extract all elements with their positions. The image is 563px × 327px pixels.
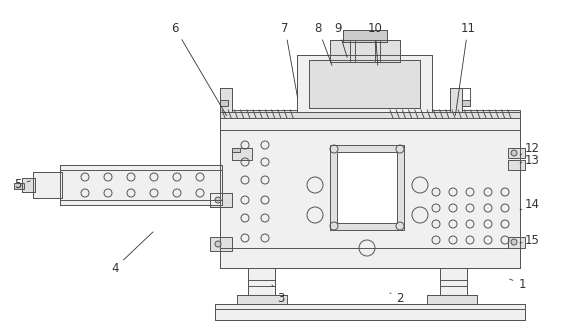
Bar [220, 88, 232, 112]
Bar [220, 110, 520, 118]
Bar [297, 55, 432, 112]
Bar [337, 152, 397, 223]
Bar [60, 165, 222, 205]
Text: 1: 1 [510, 278, 526, 290]
Bar [220, 100, 228, 106]
Bar [210, 237, 232, 251]
Circle shape [511, 239, 517, 245]
Text: 13: 13 [520, 153, 539, 166]
Bar [343, 30, 387, 42]
Bar [215, 304, 525, 320]
Circle shape [215, 197, 221, 203]
Text: 5: 5 [14, 179, 30, 192]
Bar [450, 88, 462, 112]
Bar [248, 268, 275, 295]
Bar [232, 148, 252, 160]
Text: 11: 11 [455, 22, 476, 115]
Bar [220, 112, 520, 268]
Text: 15: 15 [520, 233, 539, 247]
Bar [330, 145, 404, 230]
Text: 7: 7 [282, 22, 297, 97]
Circle shape [215, 241, 221, 247]
Bar [508, 237, 525, 248]
Bar [232, 148, 240, 152]
Bar [22, 178, 35, 192]
Text: 10: 10 [368, 22, 382, 65]
Bar [462, 100, 470, 106]
Bar [508, 160, 525, 170]
Bar [14, 183, 24, 189]
Bar [33, 172, 62, 198]
Bar [330, 40, 400, 62]
Text: 2: 2 [390, 291, 404, 304]
Text: 9: 9 [334, 22, 347, 57]
Bar [210, 193, 232, 207]
Bar [427, 295, 477, 304]
Bar [440, 268, 467, 295]
Bar [309, 60, 420, 108]
Text: 14: 14 [520, 198, 539, 212]
Bar [508, 148, 525, 158]
Text: 6: 6 [171, 22, 226, 116]
Text: 3: 3 [272, 285, 285, 304]
Circle shape [511, 150, 517, 156]
Text: 12: 12 [520, 142, 539, 155]
Text: 4: 4 [111, 232, 153, 274]
Text: 8: 8 [314, 22, 332, 65]
Bar [237, 295, 287, 304]
